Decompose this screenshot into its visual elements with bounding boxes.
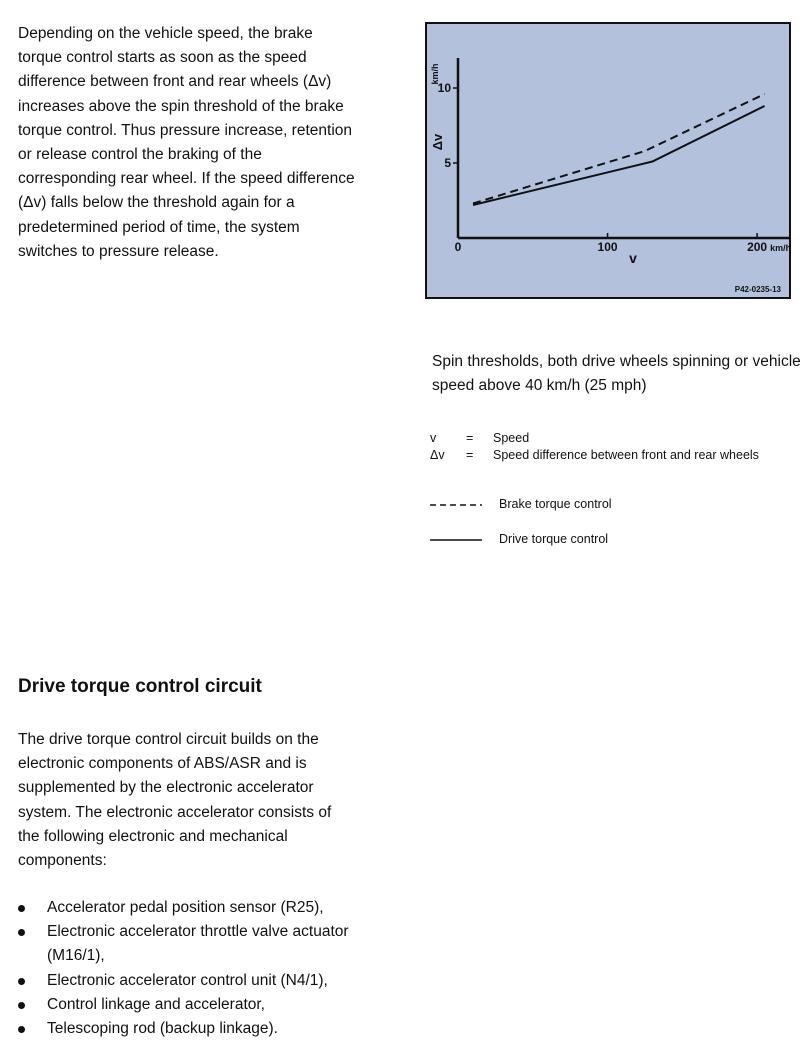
dashed-line-swatch	[430, 504, 482, 506]
component-list: Accelerator pedal position sensor (R25),…	[18, 896, 398, 1041]
y-axis-label: Δv	[430, 133, 445, 150]
bullet-icon	[18, 1001, 25, 1009]
component-list-item: Telescoping rod (backup linkage).	[18, 1017, 398, 1041]
component-list-item: Accelerator pedal position sensor (R25),	[18, 896, 398, 920]
x-tick-label: 200	[747, 240, 767, 254]
component-list-item: Control linkage and accelerator,	[18, 993, 398, 1017]
solid-line-swatch	[430, 539, 482, 541]
section-heading: Drive torque control circuit	[18, 676, 262, 697]
x-tick-label: 100	[598, 240, 618, 254]
component-list-item-text: Accelerator pedal position sensor (R25),	[47, 899, 324, 916]
x-unit-label: km/h	[770, 243, 791, 253]
bullet-icon	[18, 929, 25, 937]
figure-code: P42-0235-13	[735, 285, 782, 294]
component-list-item: Electronic accelerator control unit (N4/…	[18, 969, 398, 993]
chart-background	[425, 22, 791, 299]
component-list-item: Electronic accelerator throttle valve ac…	[18, 920, 398, 968]
legend-label: Brake torque control	[499, 497, 612, 511]
intro-paragraph: Depending on the vehicle speed, the brak…	[18, 25, 355, 260]
component-list-item-text: Electronic accelerator control unit (N4/…	[47, 971, 328, 989]
y-tick-label: 10	[438, 81, 452, 95]
y-tick-label: 5	[444, 156, 451, 170]
definition-equals: =	[466, 431, 474, 445]
definition-text: Speed difference between front and rear …	[493, 448, 759, 462]
definition-symbol: Δv	[430, 448, 445, 462]
component-list-item-text: Electronic accelerator throttle valve ac…	[47, 923, 349, 941]
spin-threshold-chart: 5 10 0 100 200 km/h v Δv km/h P42-0235-13	[425, 22, 791, 299]
x-axis-label: v	[629, 250, 637, 266]
drive-torque-line	[472, 105, 766, 206]
chart-caption: Spin thresholds, both drive wheels spinn…	[432, 353, 801, 394]
legend-label: Drive torque control	[499, 532, 609, 546]
definition-symbol: v	[430, 431, 437, 445]
component-list-item-text: (M16/1),	[47, 947, 105, 965]
bullet-icon	[18, 977, 25, 985]
x-tick-label: 0	[455, 240, 462, 254]
bullet-icon	[18, 1026, 25, 1034]
definition-equals: =	[466, 448, 474, 462]
bullet-icon	[18, 905, 25, 912]
component-list-item-text: Control linkage and accelerator,	[47, 995, 265, 1013]
drive-paragraph: The drive torque control circuit builds …	[18, 731, 332, 870]
brake-torque-line	[472, 93, 766, 205]
definition-text: Speed	[493, 431, 530, 445]
y-unit-label: km/h	[430, 63, 440, 84]
component-list-item-text: Telescoping rod (backup linkage).	[47, 1020, 278, 1038]
